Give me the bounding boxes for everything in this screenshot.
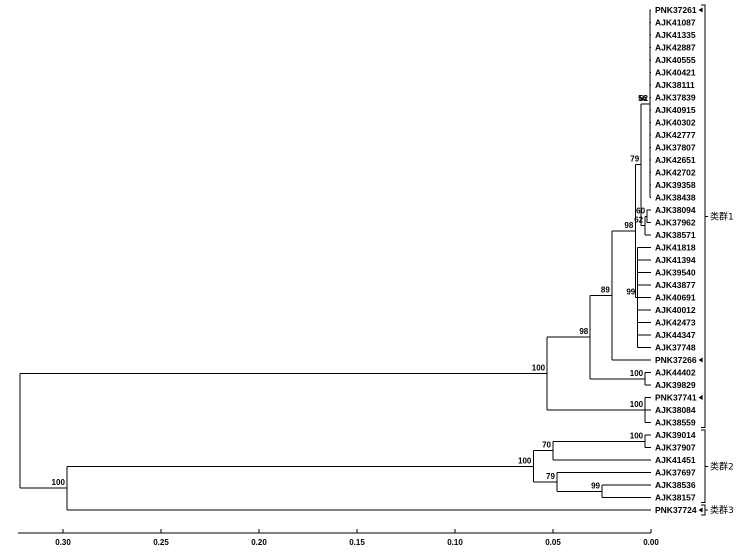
leaf-label: PNK37741 <box>655 393 697 403</box>
cluster-label: 类群2 <box>710 460 734 472</box>
leaf-label: AJK38571 <box>655 230 696 240</box>
leaf-label: AJK37807 <box>655 143 696 153</box>
bootstrap-value: 99 <box>591 481 600 490</box>
leaf-label: AJK42473 <box>655 318 696 328</box>
bootstrap-value: 100 <box>532 364 546 373</box>
leaf-label: AJK40555 <box>655 55 696 65</box>
bootstrap-value: 62 <box>634 216 643 225</box>
leaf-label: AJK39358 <box>655 180 696 190</box>
bootstrap-value: 100 <box>630 400 644 409</box>
leaf-label: AJK42777 <box>655 130 696 140</box>
bootstrap-value: 60 <box>636 206 645 215</box>
leaf-label: AJK39540 <box>655 268 696 278</box>
axis-tick-label: 0.30 <box>55 538 71 547</box>
leaf-label: AJK40691 <box>655 293 696 303</box>
marker-triangle-icon <box>698 357 703 363</box>
leaf-label: AJK41394 <box>655 255 696 265</box>
leaf-label: AJK38559 <box>655 418 696 428</box>
cluster-brackets: 类群1 类群2 类群3 <box>701 4 734 516</box>
bootstrap-value: 99 <box>626 288 635 297</box>
bootstrap-value: 56 <box>638 94 647 103</box>
leaf-label: AJK41818 <box>655 243 696 253</box>
axis-tick-label: 0.15 <box>349 538 365 547</box>
leaf-label: AJK41087 <box>655 18 696 28</box>
tree-branches <box>19 9 651 511</box>
leaf-label: AJK38438 <box>655 193 696 203</box>
bootstrap-value: 79 <box>546 472 555 481</box>
distance-axis: 0.30 0.25 0.20 0.15 0.10 0.05 0.00 <box>18 529 659 547</box>
leaf-label: AJK39014 <box>655 430 696 440</box>
bootstrap-value: 100 <box>518 456 532 465</box>
axis-tick-label: 0.10 <box>447 538 463 547</box>
leaf-label: AJK41451 <box>655 455 696 465</box>
cluster-label: 类群1 <box>710 210 734 222</box>
leaf-label: AJK38536 <box>655 480 696 490</box>
bootstrap-labels: 6256606279999889100981001001007099791001… <box>52 94 649 491</box>
leaf-label: AJK41335 <box>655 30 696 40</box>
bootstrap-value: 79 <box>630 155 639 164</box>
leaf-label: AJK40012 <box>655 305 696 315</box>
bootstrap-value: 62 <box>639 94 648 103</box>
bootstrap-value: 100 <box>52 478 66 487</box>
leaf-label: AJK40421 <box>655 68 696 78</box>
bootstrap-value: 98 <box>624 221 633 230</box>
marker-triangle-icon <box>698 507 703 513</box>
bootstrap-value: 98 <box>579 327 588 336</box>
leaf-label: AJK38084 <box>655 405 696 415</box>
leaf-label: PNK37724 <box>655 505 697 515</box>
bootstrap-value: 100 <box>630 431 644 440</box>
axis-tick-label: 0.00 <box>643 538 659 547</box>
cluster-bracket <box>701 4 708 428</box>
leaf-labels: PNK37261 AJK41087 AJK41335 AJK42887 AJK40555… <box>655 5 703 515</box>
leaf-label: AJK42702 <box>655 168 696 178</box>
axis-tick-label: 0.05 <box>545 538 561 547</box>
leaf-label: AJK44402 <box>655 368 696 378</box>
cluster-bracket <box>701 429 708 503</box>
cluster-label: 类群3 <box>710 504 734 516</box>
leaf-label: AJK39829 <box>655 380 696 390</box>
leaf-label: PNK37266 <box>655 355 697 365</box>
leaf-label: AJK44347 <box>655 330 696 340</box>
leaf-label: AJK37962 <box>655 218 696 228</box>
leaf-label: PNK37261 <box>655 5 697 15</box>
axis-tick-label: 0.20 <box>251 538 267 547</box>
marker-triangle-icon <box>698 7 703 13</box>
leaf-label: AJK43877 <box>655 280 696 290</box>
leaf-label: AJK37748 <box>655 343 696 353</box>
leaf-label: AJK40302 <box>655 118 696 128</box>
leaf-label: AJK37907 <box>655 443 696 453</box>
bootstrap-value: 100 <box>630 369 644 378</box>
leaf-label: AJK42651 <box>655 155 696 165</box>
cluster-bracket <box>701 504 708 516</box>
axis-tick-label: 0.25 <box>153 538 169 547</box>
leaf-label: AJK38094 <box>655 205 696 215</box>
leaf-label: AJK42887 <box>655 43 696 53</box>
bootstrap-value: 89 <box>601 286 610 295</box>
leaf-label: AJK38157 <box>655 493 696 503</box>
leaf-label: AJK37697 <box>655 468 696 478</box>
leaf-label: AJK40915 <box>655 105 696 115</box>
leaf-label: AJK38111 <box>655 80 695 90</box>
leaf-label: AJK37839 <box>655 93 696 103</box>
bootstrap-value: 70 <box>542 441 551 450</box>
marker-triangle-icon <box>698 395 703 400</box>
